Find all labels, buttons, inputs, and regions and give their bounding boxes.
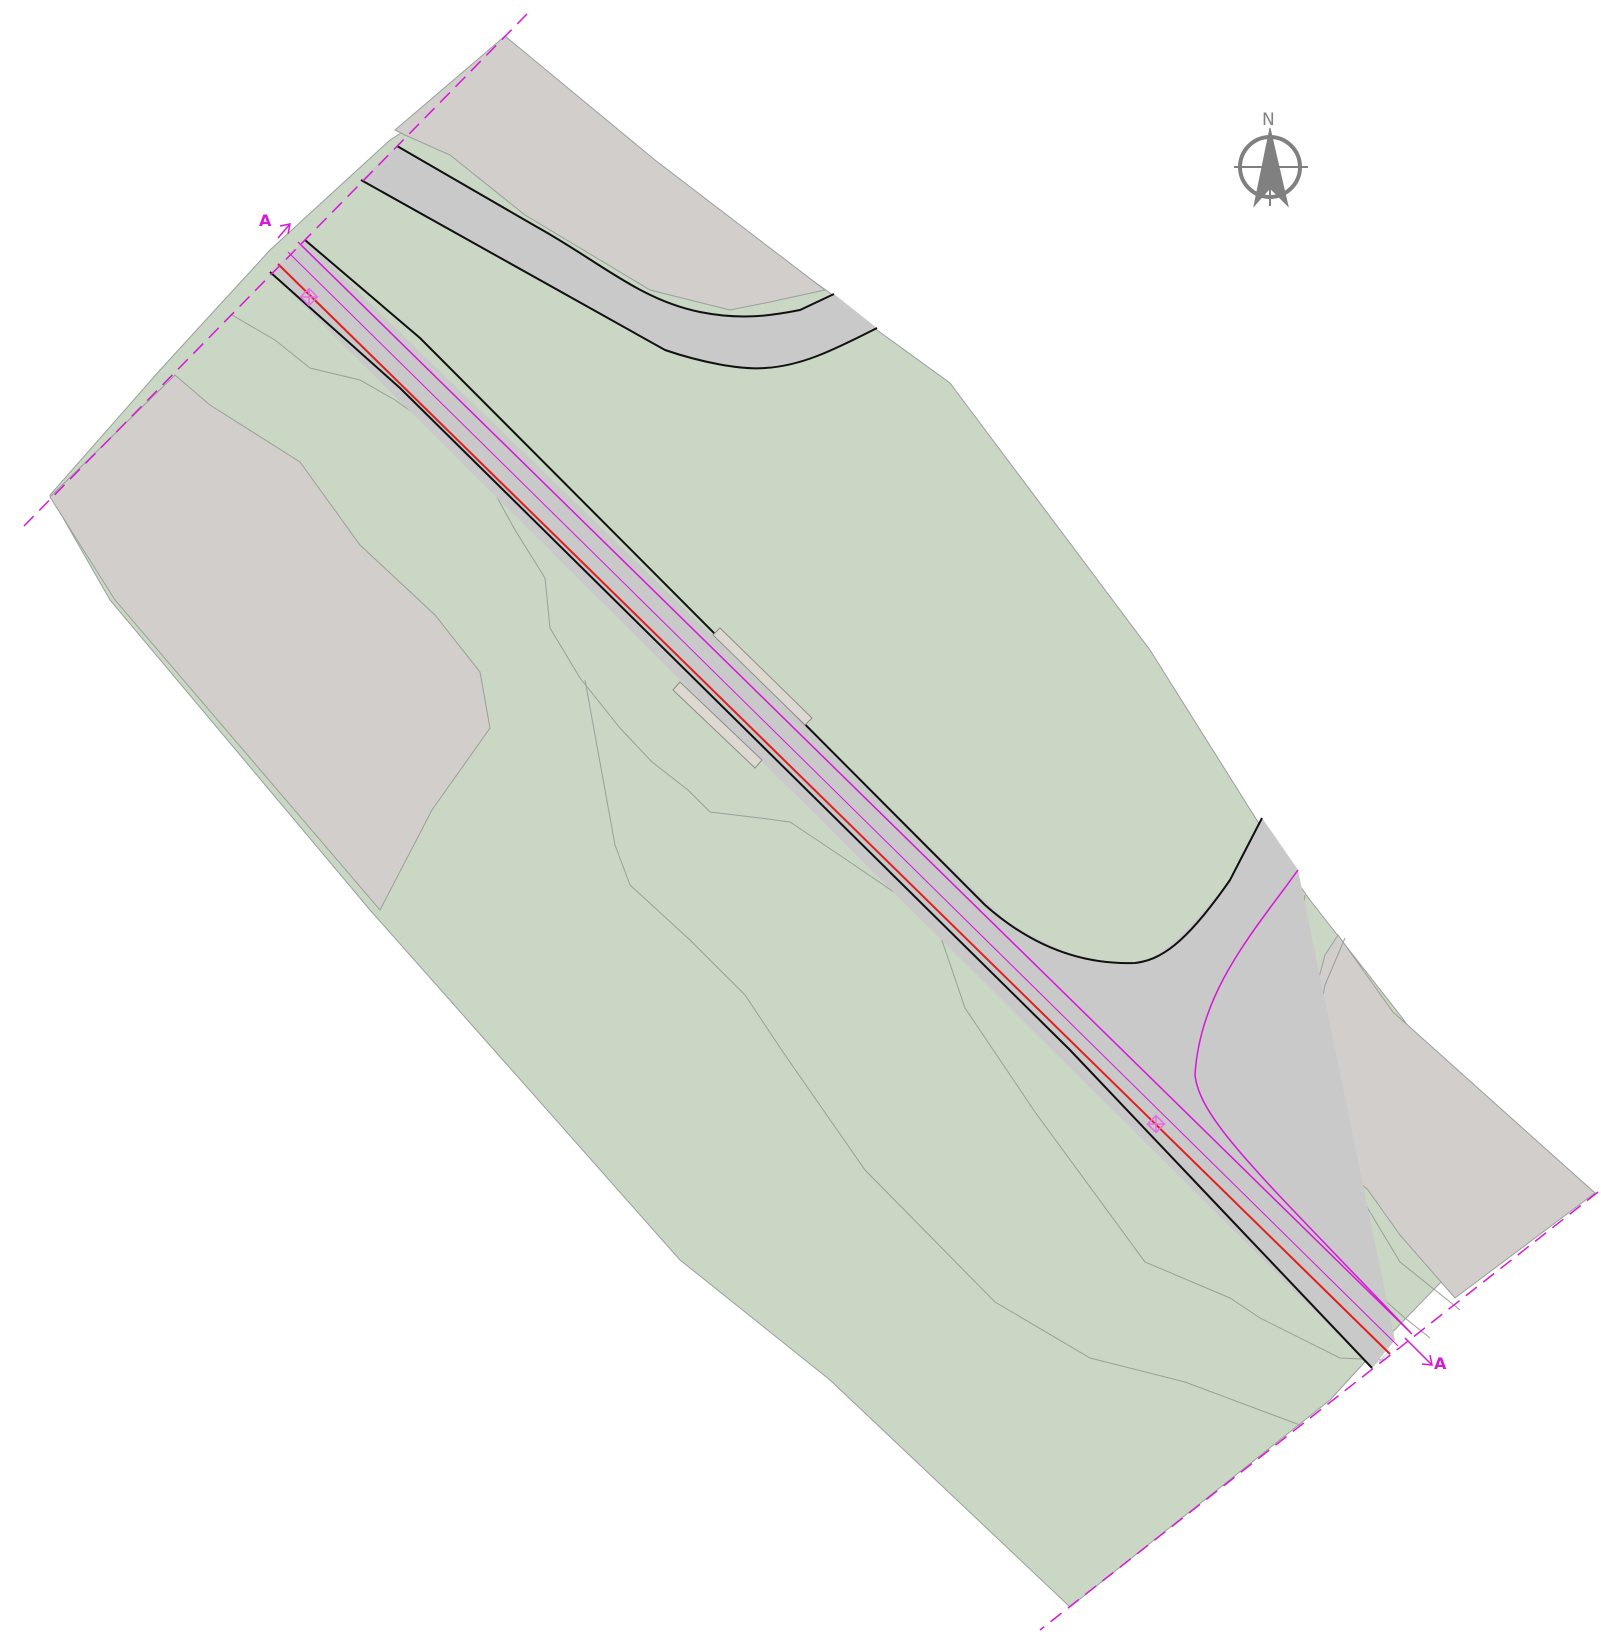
section-label-start: A [259, 211, 272, 230]
junction-edge-magenta [1194, 869, 1411, 1333]
section-line-offset [297, 241, 1413, 1335]
section-line-offset-2 [287, 251, 1399, 1347]
survey-marker-icon [299, 287, 319, 307]
hatched-area-north [394, 35, 827, 311]
north-road-edge-upper [396, 145, 835, 318]
main-road-edge-south [269, 271, 1373, 1369]
north-road-surface [361, 146, 877, 369]
hatched-area-west [49, 374, 491, 911]
north-road-edge-lower [360, 179, 878, 370]
section-arrow-start [277, 223, 291, 239]
section-label-end: A [1434, 1354, 1447, 1373]
boundary-line-southeast [1039, 1191, 1599, 1631]
structure-south [672, 681, 763, 769]
main-road-edge-north [304, 239, 1263, 965]
structure-north [712, 627, 813, 726]
survey-marker-icon [1146, 1114, 1166, 1134]
section-arrow-end [1404, 1337, 1433, 1366]
vegetation-area [49, 69, 1531, 1608]
north-arrow-icon [1234, 127, 1308, 208]
north-label: N [1262, 110, 1275, 130]
boundary-line-northwest [23, 13, 528, 527]
road-centerline [277, 263, 1391, 1355]
